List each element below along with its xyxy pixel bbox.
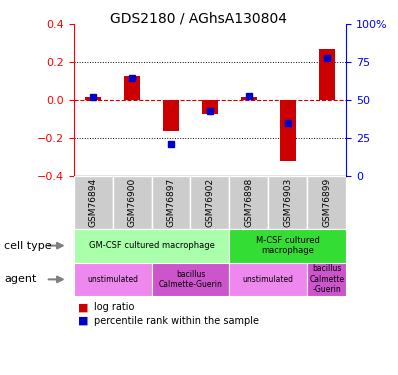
Bar bbox=[268, 176, 307, 229]
Bar bbox=[113, 176, 152, 229]
Bar bbox=[152, 262, 229, 296]
Text: M-CSF cultured
macrophage: M-CSF cultured macrophage bbox=[256, 236, 320, 255]
Text: bacillus
Calmette
-Guerin: bacillus Calmette -Guerin bbox=[309, 264, 344, 294]
Bar bbox=[280, 100, 296, 161]
Text: GSM76899: GSM76899 bbox=[322, 178, 331, 227]
Text: ■: ■ bbox=[78, 303, 88, 312]
Bar bbox=[229, 176, 268, 229]
Text: GDS2180 / AGhsA130804: GDS2180 / AGhsA130804 bbox=[111, 11, 287, 25]
Text: GSM76900: GSM76900 bbox=[127, 178, 137, 227]
Text: GSM76902: GSM76902 bbox=[205, 178, 215, 227]
Bar bbox=[241, 96, 257, 100]
Bar bbox=[319, 49, 335, 100]
Bar bbox=[229, 262, 307, 296]
Bar bbox=[307, 176, 346, 229]
Bar bbox=[74, 176, 113, 229]
Text: agent: agent bbox=[4, 274, 36, 284]
Text: GSM76894: GSM76894 bbox=[89, 178, 98, 227]
Text: GSM76898: GSM76898 bbox=[244, 178, 254, 227]
Text: log ratio: log ratio bbox=[94, 303, 134, 312]
Bar bbox=[229, 229, 346, 262]
Bar bbox=[152, 176, 191, 229]
Bar bbox=[74, 229, 229, 262]
Text: ■: ■ bbox=[78, 316, 88, 326]
Text: cell type: cell type bbox=[4, 241, 52, 250]
Text: bacillus
Calmette-Guerin: bacillus Calmette-Guerin bbox=[158, 270, 222, 289]
Bar bbox=[191, 176, 229, 229]
Text: unstimulated: unstimulated bbox=[243, 275, 294, 284]
Bar bbox=[202, 100, 218, 114]
Bar bbox=[74, 262, 152, 296]
Bar bbox=[85, 96, 101, 100]
Bar bbox=[124, 76, 140, 100]
Text: GSM76897: GSM76897 bbox=[166, 178, 176, 227]
Text: unstimulated: unstimulated bbox=[87, 275, 138, 284]
Text: GSM76903: GSM76903 bbox=[283, 178, 293, 227]
Bar bbox=[163, 100, 179, 131]
Text: GM-CSF cultured macrophage: GM-CSF cultured macrophage bbox=[89, 241, 215, 250]
Bar bbox=[307, 262, 346, 296]
Text: percentile rank within the sample: percentile rank within the sample bbox=[94, 316, 259, 326]
